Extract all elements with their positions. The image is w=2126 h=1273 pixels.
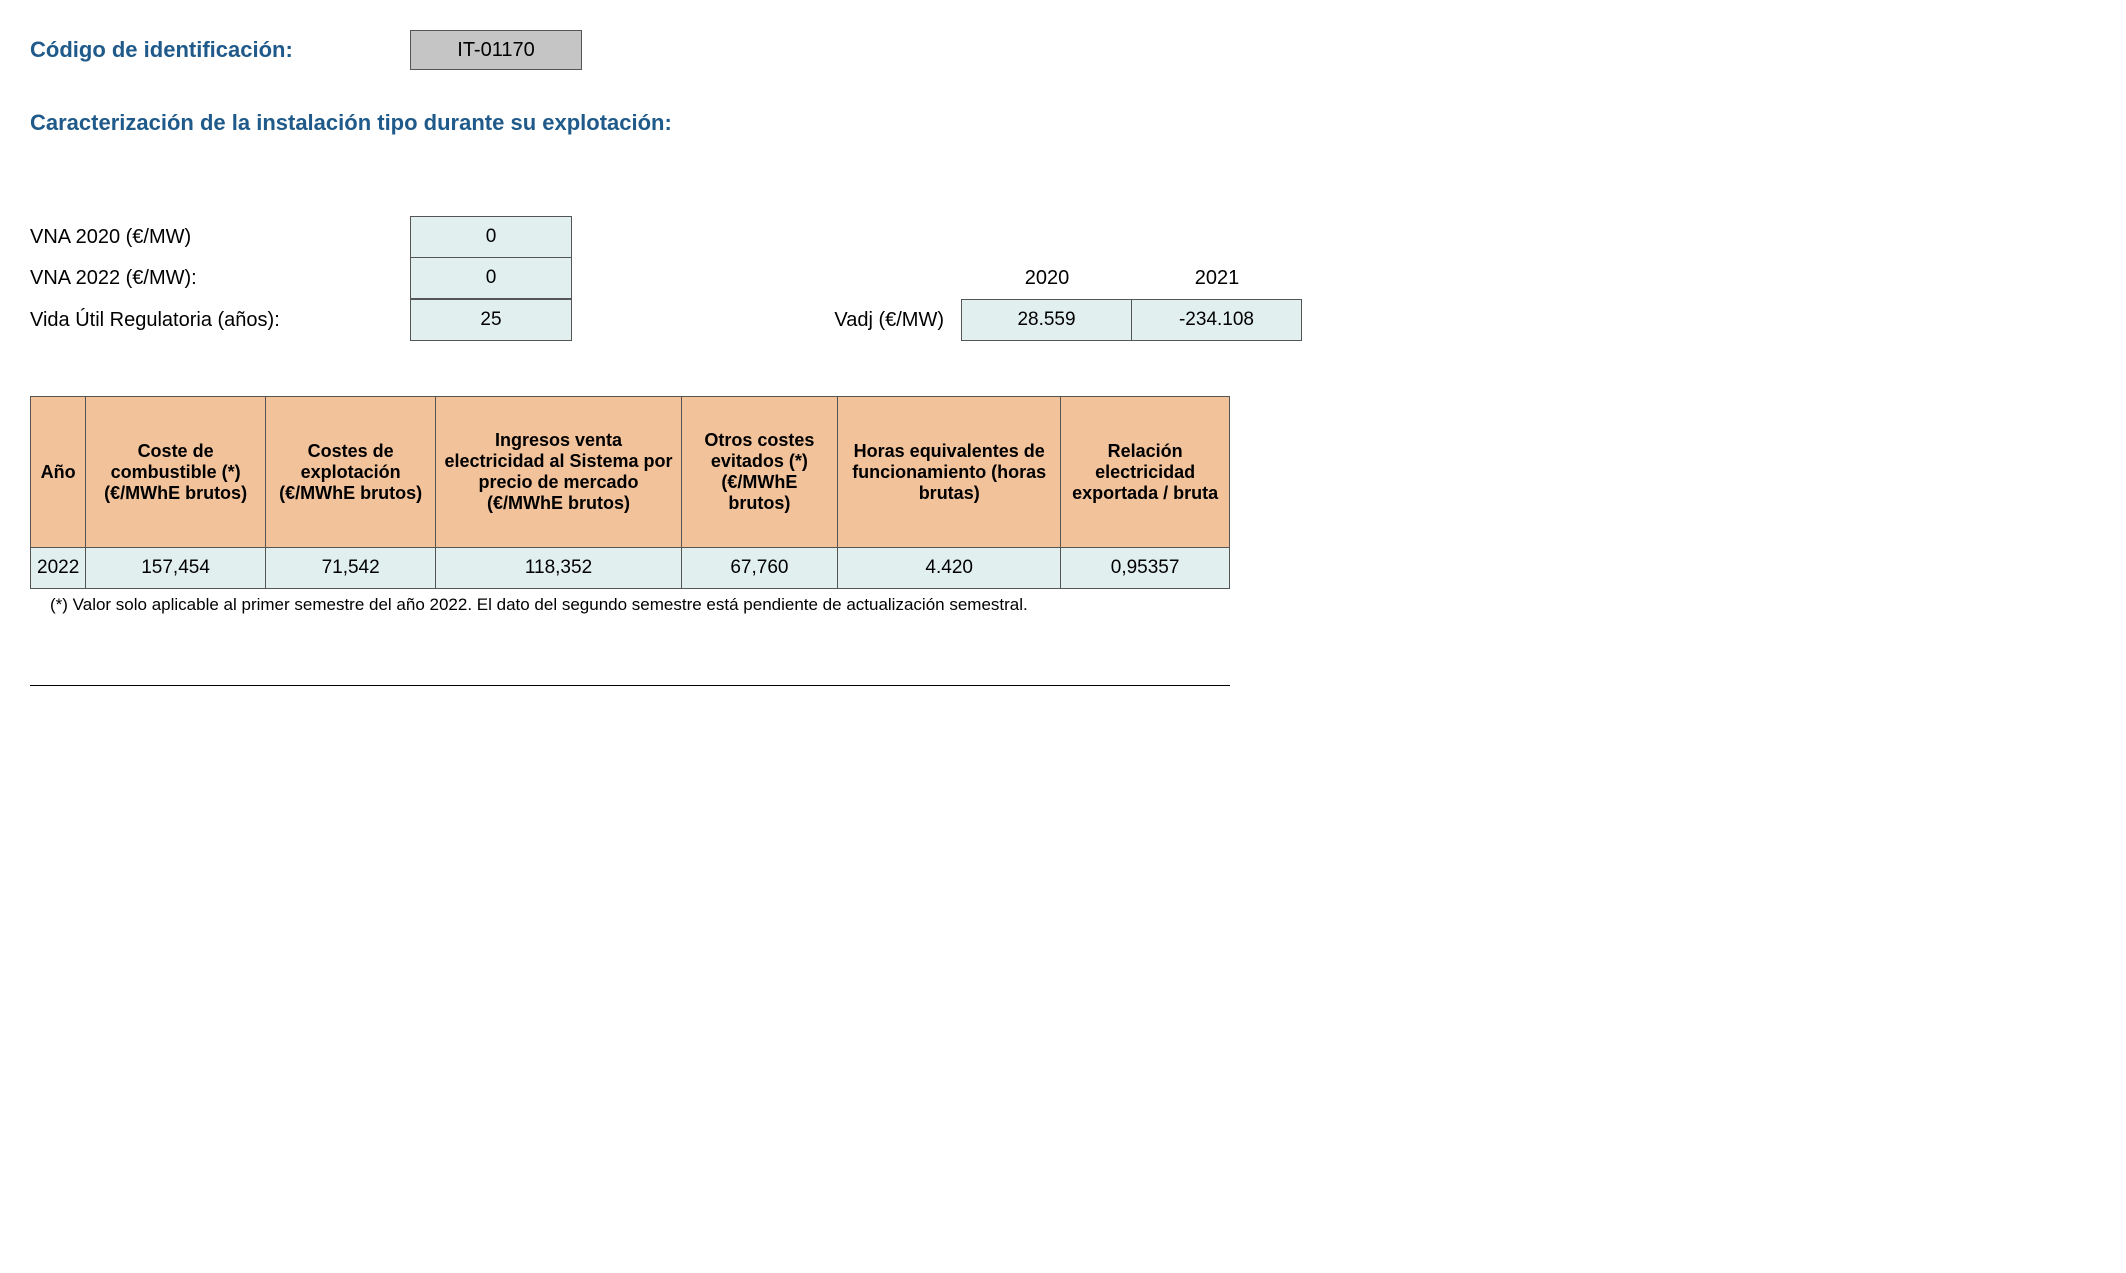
id-value-box: IT-01170 — [410, 30, 582, 70]
col-opex: Costes de explotación (€/MWhE brutos) — [265, 397, 436, 548]
col-avoided: Otros costes evitados (*) (€/MWhE brutos… — [681, 397, 838, 548]
vida-label: Vida Útil Regulatoria (años): — [30, 301, 410, 340]
section-title: Caracterización de la instalación tipo d… — [30, 110, 2096, 136]
year-2021-header: 2021 — [1132, 267, 1302, 290]
table-row: 2022 157,454 71,542 118,352 67,760 4.420… — [31, 548, 1230, 589]
year-2020-header: 2020 — [962, 267, 1132, 290]
vna2020-label: VNA 2020 (€/MW) — [30, 218, 410, 257]
vna2022-value: 0 — [410, 257, 572, 299]
footnote: (*) Valor solo aplicable al primer semes… — [50, 595, 2096, 615]
identification-row: Código de identificación: IT-01170 — [30, 30, 2096, 70]
id-label: Código de identificación: — [30, 37, 410, 63]
vadj-2020-value: 28.559 — [961, 299, 1132, 341]
cell-year: 2022 — [31, 548, 86, 589]
col-fuel: Coste de combustible (*) (€/MWhE brutos) — [86, 397, 266, 548]
cell-hours: 4.420 — [838, 548, 1061, 589]
vadj-label: Vadj (€/MW) — [802, 309, 962, 332]
cell-ratio: 0,95357 — [1061, 548, 1230, 589]
parameters-block: VNA 2020 (€/MW) 0 VNA 2022 (€/MW): 0 202… — [30, 216, 2096, 341]
vna2020-value: 0 — [410, 216, 572, 258]
vida-value: 25 — [410, 299, 572, 341]
col-year: Año — [31, 397, 86, 548]
cell-fuel: 157,454 — [86, 548, 266, 589]
table-header-row: Año Coste de combustible (*) (€/MWhE bru… — [31, 397, 1230, 548]
vna2022-label: VNA 2022 (€/MW): — [30, 259, 410, 298]
cell-income: 118,352 — [436, 548, 681, 589]
vadj-2021-value: -234.108 — [1131, 299, 1302, 341]
col-ratio: Relación electricidad exportada / bruta — [1061, 397, 1230, 548]
col-hours: Horas equivalentes de funcionamiento (ho… — [838, 397, 1061, 548]
cell-avoided: 67,760 — [681, 548, 838, 589]
divider — [30, 685, 1230, 686]
col-income: Ingresos venta electricidad al Sistema p… — [436, 397, 681, 548]
cell-opex: 71,542 — [265, 548, 436, 589]
exploitation-table: Año Coste de combustible (*) (€/MWhE bru… — [30, 396, 1230, 589]
